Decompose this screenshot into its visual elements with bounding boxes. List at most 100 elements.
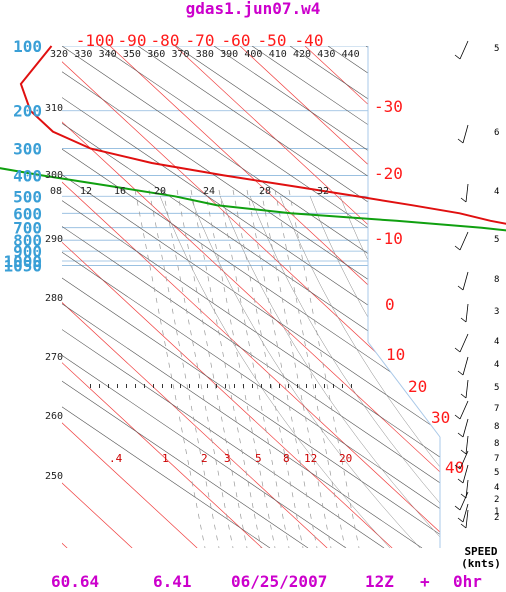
wind-barb <box>462 418 469 438</box>
wind-speed-label: 5 <box>494 235 499 245</box>
dry-adiabat-line <box>251 46 440 548</box>
pressure-label: 300 <box>13 140 42 159</box>
theta-label: 420 <box>293 49 311 60</box>
dry-adiabat-line <box>62 46 440 548</box>
mixing-ratio-label-top: 24 <box>203 186 215 197</box>
theta-label: 350 <box>123 49 141 60</box>
mixing-ratio-label-top: 28 <box>259 186 271 197</box>
temperature-curve <box>19 45 506 225</box>
pressure-label: 500 <box>13 187 42 206</box>
temperature-label-top: -60 <box>222 31 251 50</box>
speed-label: SPEED <box>464 545 497 558</box>
dry-adiabat-line <box>62 46 440 548</box>
wind-barb-flag <box>460 317 467 323</box>
temperature-label-top: -40 <box>295 31 324 50</box>
wind-barb <box>462 356 469 376</box>
temperature-label-top: -80 <box>151 31 180 50</box>
temperature-label-top: -100 <box>76 31 115 50</box>
mixing-ratio-line <box>162 189 234 548</box>
dry-adiabat-line <box>62 46 347 548</box>
mixing-ratio-label-top: 20 <box>154 186 166 197</box>
wind-barb-flag <box>454 347 461 353</box>
wind-barb <box>465 183 469 203</box>
temperature-label-top: -90 <box>118 31 147 50</box>
wind-barb <box>459 231 469 251</box>
mixing-ratio-line <box>134 189 206 548</box>
dry-adiabat-line <box>62 46 440 548</box>
mixing-ratio-label-top: 16 <box>114 186 126 197</box>
wind-barb-flag <box>460 197 467 203</box>
isotherm-line <box>62 46 263 548</box>
theta-label: 410 <box>269 49 287 60</box>
footer: 60.64 6.41 06/25/2007 12Z + 0hr <box>51 572 482 591</box>
pressure-label: 1050 <box>3 257 42 276</box>
temperature-label-right: 10 <box>386 345 405 364</box>
theta-label: 390 <box>220 49 238 60</box>
wind-speed-label: 3 <box>494 307 499 317</box>
wind-barb-flag <box>454 505 461 511</box>
pressure-label: 900 <box>13 242 42 261</box>
mixing-ratio-line <box>176 189 248 548</box>
isotherm-line <box>0 46 2 548</box>
isotherm-line <box>62 46 133 548</box>
frame-right-diagonal <box>367 341 441 438</box>
pressure-label: 1000 <box>3 252 42 271</box>
mixing-ratio-label-low: 5 <box>255 452 262 465</box>
mixing-ratio-label-low: 20 <box>339 452 352 465</box>
dry-adiabat-line <box>137 46 440 548</box>
moist-adiabat-line <box>279 195 440 548</box>
pressure-label: 700 <box>13 219 42 238</box>
moist-adiabat-line <box>189 195 421 548</box>
speed-units-label: (knts) <box>461 557 501 570</box>
dry-adiabat-line <box>62 46 440 548</box>
mixing-ratio-line <box>190 189 262 548</box>
temperature-label-right: 0 <box>385 295 395 314</box>
mixing-ratio-line <box>218 189 290 548</box>
dry-adiabat-line <box>62 46 385 548</box>
wind-speed-label: 8 <box>494 275 499 285</box>
dry-adiabat-line <box>62 46 440 548</box>
isotherm-line <box>174 46 440 548</box>
dry-adiabat-line <box>62 46 440 548</box>
chart-title: gdas1.jun07.w4 <box>186 0 321 18</box>
pressure-label: 400 <box>13 166 42 185</box>
wind-speed-label: 2 <box>494 513 499 523</box>
mixing-ratio-label-low: 8 <box>283 452 290 465</box>
wind-barb <box>462 271 469 291</box>
wind-barb <box>462 124 469 144</box>
wind-speed-label: 5 <box>494 44 499 54</box>
footer-plus: + <box>420 572 430 591</box>
footer-value-1: 60.64 <box>51 572 99 591</box>
wind-barb-flag <box>457 478 464 484</box>
wind-barb-flag <box>457 138 464 144</box>
isotherm-line <box>62 46 328 548</box>
wind-barb-flag <box>454 54 461 60</box>
isotherm-line <box>62 46 393 548</box>
wind-barb-flag <box>460 449 467 455</box>
wind-barb-flag <box>457 517 464 523</box>
theta-label: 370 <box>172 49 190 60</box>
theta-label: 320 <box>50 49 68 60</box>
mixing-ratio-label-low: 3 <box>224 452 231 465</box>
theta-side-label: 260 <box>45 411 63 422</box>
wind-barb-flag <box>454 245 461 251</box>
wind-barb-flag <box>460 393 467 399</box>
dry-adiabat-line <box>99 46 440 548</box>
mixing-ratio-label-low: 12 <box>304 452 317 465</box>
temperature-label-right: 40 <box>445 458 464 477</box>
pressure-label: 600 <box>13 204 42 223</box>
wind-barb-flag <box>457 285 464 291</box>
moist-adiabat-line <box>219 195 440 548</box>
wind-barb <box>465 303 469 323</box>
mixing-ratio-line <box>260 189 332 548</box>
mixing-ratio-line <box>246 189 318 548</box>
theta-side-label: 280 <box>45 293 63 304</box>
mixing-ratio-label-top: 32 <box>317 186 329 197</box>
wind-barb <box>459 40 469 60</box>
mixing-ratio-line <box>148 189 220 548</box>
temperature-label-right: -20 <box>374 164 403 183</box>
wind-speed-label: 4 <box>494 187 499 197</box>
mixing-ratio-line <box>232 189 304 548</box>
wind-speed-label: 7 <box>494 404 499 414</box>
